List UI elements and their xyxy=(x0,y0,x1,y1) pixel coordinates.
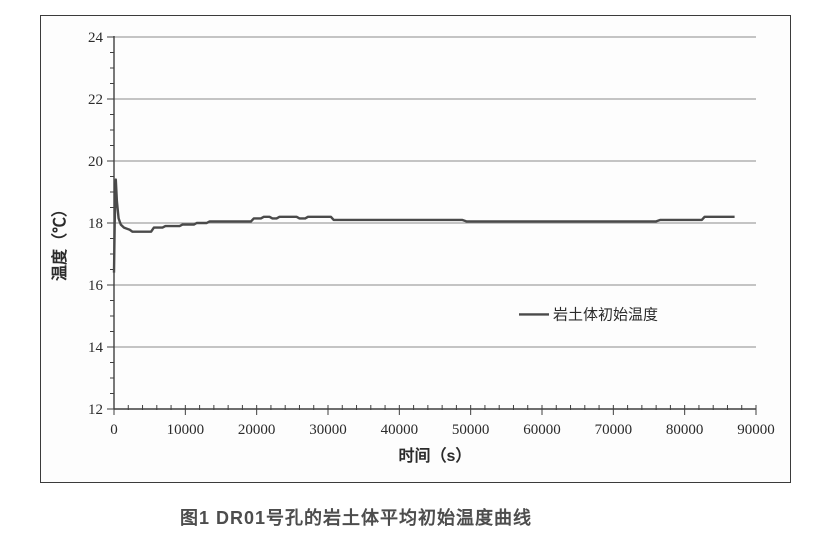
y-tick-label: 14 xyxy=(88,340,104,356)
temperature-curve xyxy=(112,178,735,273)
legend-label: 岩土体初始温度 xyxy=(553,306,658,323)
y-tick-label: 16 xyxy=(88,278,104,294)
x-axis-title: 时间（s） xyxy=(399,446,472,465)
x-tick-label: 60000 xyxy=(523,422,561,438)
x-tick-label: 0 xyxy=(110,422,118,438)
x-tick-label: 20000 xyxy=(238,422,276,438)
x-tick-label: 70000 xyxy=(595,422,633,438)
x-tick-label: 40000 xyxy=(381,422,419,438)
x-tick-label: 80000 xyxy=(666,422,704,438)
y-tick-label: 22 xyxy=(88,92,103,108)
x-tick-label: 50000 xyxy=(452,422,490,438)
x-tick-label: 10000 xyxy=(167,422,205,438)
x-tick-label: 30000 xyxy=(309,422,347,438)
x-tick-label: 90000 xyxy=(737,422,775,438)
y-axis-title: 温度（℃） xyxy=(50,201,69,282)
y-tick-label: 20 xyxy=(88,154,103,170)
figure-caption: 图1 DR01号孔的岩土体平均初始温度曲线 xyxy=(180,508,533,528)
y-tick-label: 12 xyxy=(88,402,103,418)
y-tick-label: 18 xyxy=(88,216,103,232)
y-tick-label: 24 xyxy=(88,30,104,46)
temperature-chart: 12 14 16 18 20 22 24 0 10000 20000 30000 40000 50000… xyxy=(50,30,775,465)
chart-figure: 12 14 16 18 20 22 24 0 10000 20000 30000 40000 50000… xyxy=(40,15,791,483)
